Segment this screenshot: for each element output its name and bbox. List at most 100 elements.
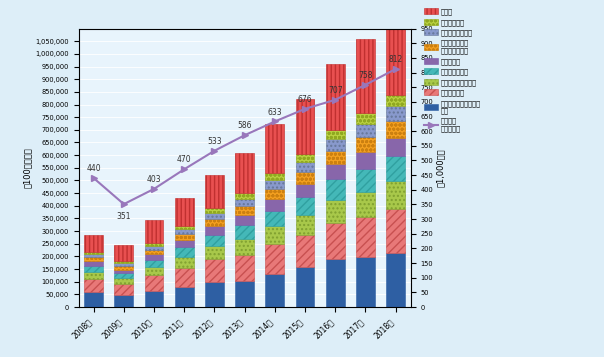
Bar <box>115 245 133 261</box>
Bar <box>175 268 194 287</box>
Bar <box>236 215 254 225</box>
Bar <box>236 281 254 307</box>
Bar <box>296 154 315 162</box>
Text: 351: 351 <box>117 212 131 221</box>
Bar <box>326 260 345 307</box>
Bar <box>145 255 164 260</box>
Bar <box>296 184 315 197</box>
Text: 676: 676 <box>298 95 312 104</box>
Bar <box>145 220 164 243</box>
従業員数
（右目盛） <box>301 107 309 111</box>
Text: 633: 633 <box>268 107 282 116</box>
Bar <box>205 246 223 260</box>
従業員数
（右目盛） <box>362 83 369 87</box>
Bar <box>266 174 284 180</box>
Bar <box>356 192 374 217</box>
Bar <box>266 226 284 245</box>
Bar <box>266 273 284 307</box>
Bar <box>205 219 223 226</box>
Text: 403: 403 <box>147 175 161 184</box>
Bar <box>115 278 133 284</box>
Bar <box>145 275 164 291</box>
Bar <box>356 124 374 137</box>
Y-axis label: （1,000人）: （1,000人） <box>436 149 445 187</box>
Text: 812: 812 <box>388 55 403 64</box>
Bar <box>175 226 194 229</box>
Bar <box>205 175 223 208</box>
Bar <box>205 213 223 219</box>
Bar <box>326 164 345 179</box>
Bar <box>387 121 405 138</box>
Bar <box>326 64 345 130</box>
Bar <box>115 273 133 278</box>
Bar <box>85 257 103 261</box>
Bar <box>296 162 315 172</box>
Bar <box>236 239 254 255</box>
Bar <box>145 250 164 255</box>
Bar <box>356 169 374 192</box>
Bar <box>85 272 103 279</box>
従業員数
（右目盛） <box>150 187 158 191</box>
Bar <box>387 253 405 307</box>
Bar <box>175 229 194 234</box>
Bar <box>85 292 103 307</box>
Bar <box>115 270 133 273</box>
Bar <box>205 282 223 307</box>
Bar <box>175 287 194 307</box>
Bar <box>145 291 164 307</box>
Bar <box>356 152 374 169</box>
Bar <box>266 189 284 199</box>
Bar <box>236 152 254 193</box>
Bar <box>266 124 284 174</box>
Bar <box>296 197 315 215</box>
Bar <box>387 181 405 209</box>
Bar <box>115 284 133 295</box>
Bar <box>387 28 405 95</box>
Bar <box>205 235 223 246</box>
Bar <box>266 211 284 226</box>
Text: 533: 533 <box>207 137 222 146</box>
Bar <box>236 193 254 199</box>
従業員数
（右目盛） <box>120 202 127 206</box>
Bar <box>85 261 103 266</box>
Bar <box>85 235 103 252</box>
Bar <box>266 245 284 273</box>
従業員数
（右目盛） <box>211 149 218 153</box>
Bar <box>356 114 374 124</box>
従業員数
（右目盛） <box>392 67 399 71</box>
Bar <box>236 255 254 281</box>
従業員数
（右目盛） <box>271 119 278 124</box>
Bar <box>296 215 315 235</box>
Bar <box>236 225 254 239</box>
従業員数
（右目盛） <box>181 167 188 171</box>
Bar <box>145 243 164 246</box>
Bar <box>205 260 223 282</box>
Bar <box>85 279 103 292</box>
Bar <box>326 130 345 139</box>
Y-axis label: （100万ペソ）: （100万ペソ） <box>24 147 33 188</box>
Bar <box>115 266 133 270</box>
Bar <box>266 180 284 189</box>
Bar <box>356 137 374 152</box>
Text: 758: 758 <box>358 71 373 80</box>
Bar <box>326 139 345 151</box>
Text: 470: 470 <box>177 155 191 164</box>
Bar <box>356 217 374 257</box>
Bar <box>387 95 405 106</box>
Bar <box>175 257 194 268</box>
Bar <box>175 234 194 240</box>
Bar <box>326 179 345 200</box>
Bar <box>175 198 194 226</box>
Line: 従業員数
（右目盛）: 従業員数 （右目盛） <box>91 66 399 207</box>
Bar <box>296 172 315 184</box>
Bar <box>115 295 133 307</box>
Bar <box>175 247 194 257</box>
Bar <box>85 252 103 254</box>
Bar <box>356 39 374 114</box>
Bar <box>175 240 194 247</box>
Text: 586: 586 <box>237 121 252 130</box>
Bar <box>85 266 103 272</box>
Bar <box>326 151 345 164</box>
Bar <box>326 223 345 260</box>
Bar <box>236 199 254 206</box>
